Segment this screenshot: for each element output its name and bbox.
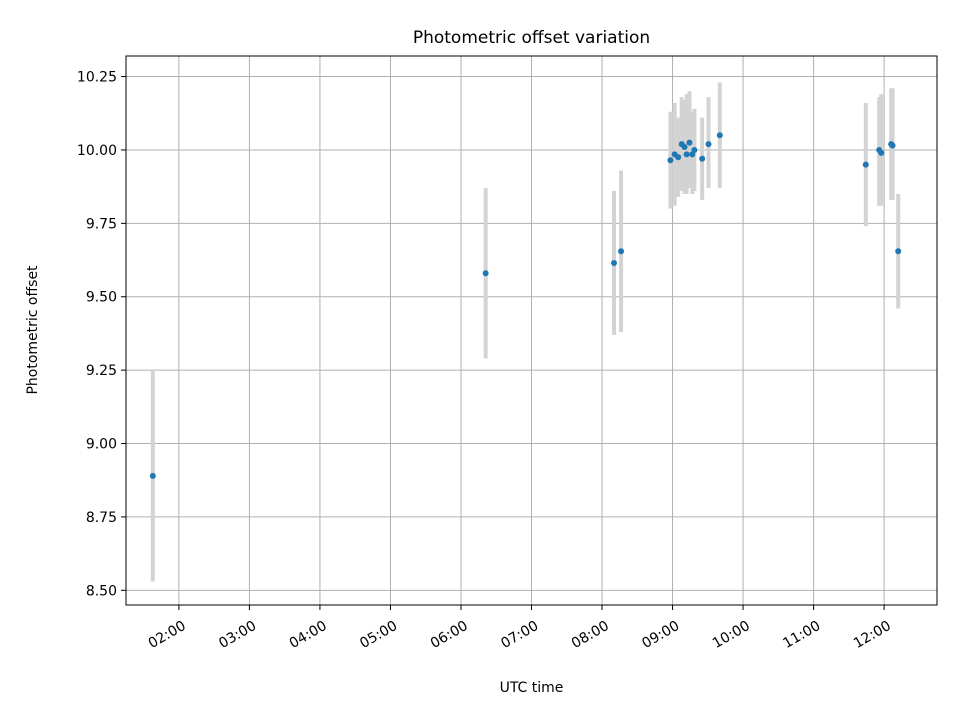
y-axis-ticks: 8.50 8.75 9.00 9.25 9.50 9.75 10.00 10.25	[77, 70, 126, 599]
data-point	[895, 248, 902, 255]
data-point	[667, 157, 674, 164]
x-axis-label: UTC time	[500, 680, 564, 696]
data-point	[862, 161, 869, 168]
y-axis-label: Photometric offset	[25, 265, 41, 395]
y-tick-label: 9.50	[86, 290, 117, 306]
y-tick-label: 9.75	[86, 216, 117, 232]
data-point	[889, 142, 896, 149]
y-tick-label: 9.25	[86, 363, 117, 379]
y-tick-label: 9.00	[86, 437, 117, 453]
data-point	[699, 155, 706, 162]
y-tick-label: 10.25	[77, 70, 117, 86]
data-point	[611, 259, 618, 266]
data-point	[686, 139, 693, 146]
data-point	[683, 151, 690, 158]
data-point	[681, 144, 688, 151]
y-tick-label: 8.50	[86, 583, 117, 599]
chart-title: Photometric offset variation	[413, 28, 650, 48]
y-tick-label: 10.00	[77, 143, 117, 159]
data-point	[149, 472, 156, 479]
data-point	[618, 248, 625, 255]
data-point	[705, 141, 712, 148]
data-point	[482, 270, 489, 277]
data-point	[691, 146, 698, 153]
grid	[126, 56, 937, 605]
data-points	[149, 132, 902, 479]
data-point	[716, 132, 723, 139]
data-point	[675, 154, 682, 161]
data-point	[878, 149, 885, 156]
y-tick-label: 8.75	[86, 510, 117, 526]
